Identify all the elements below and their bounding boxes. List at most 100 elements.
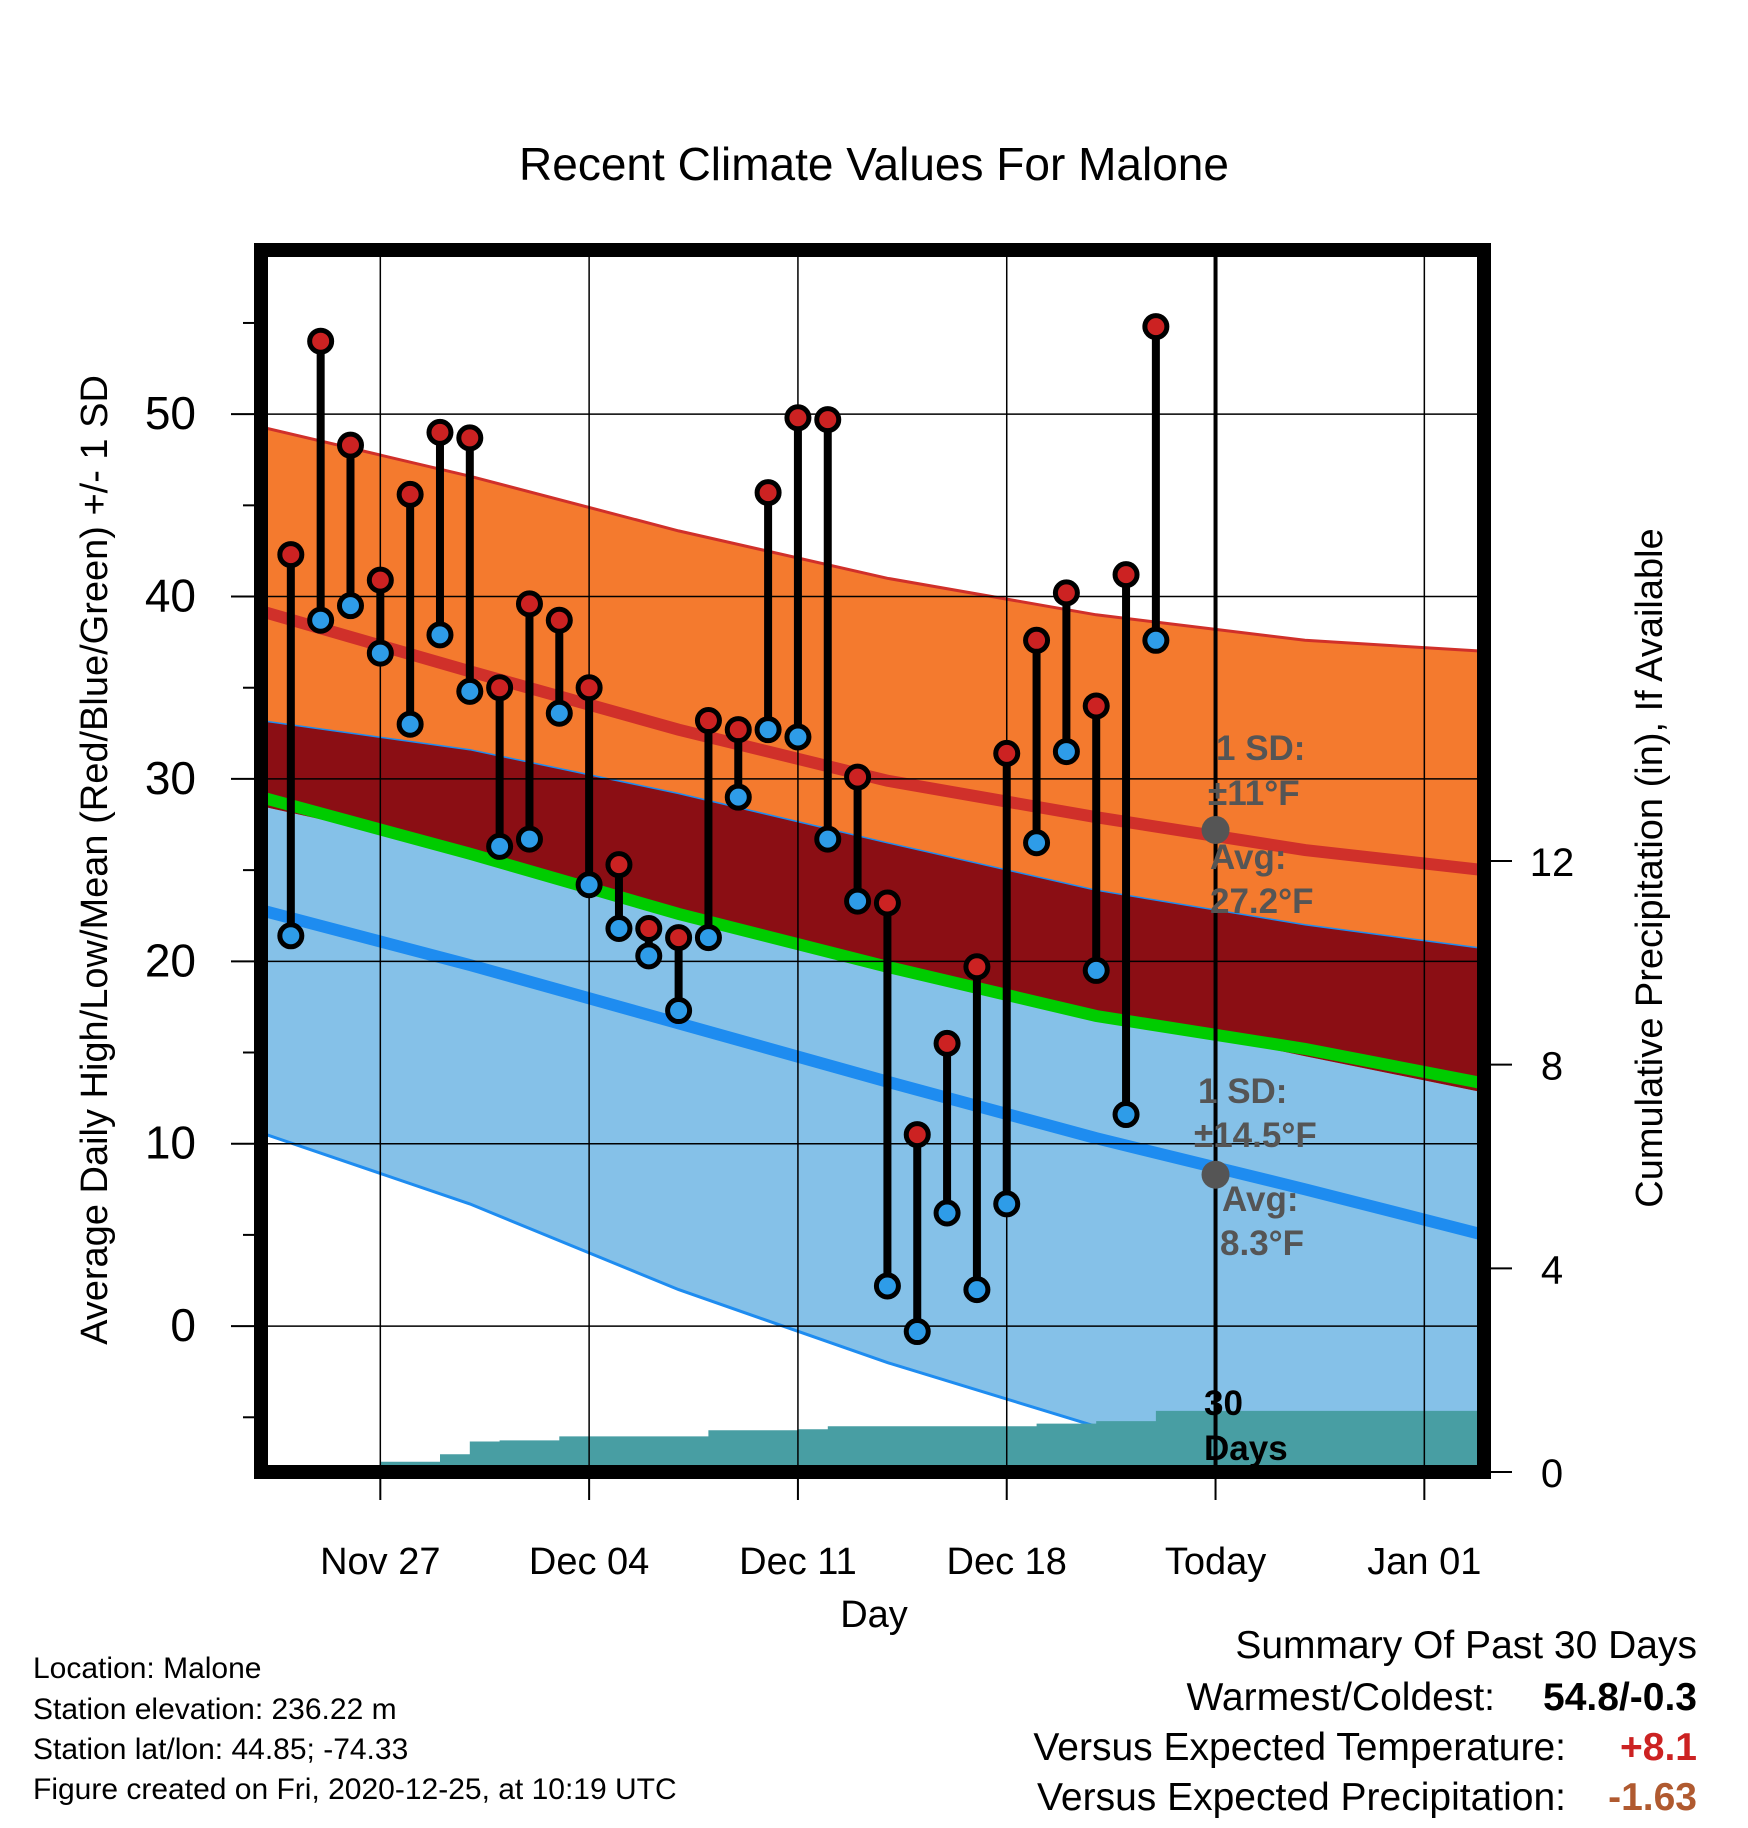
y-tick-label-right: 8 xyxy=(1541,1045,1563,1089)
high-marker xyxy=(1052,579,1080,607)
y-tick-label-left: 20 xyxy=(145,934,196,986)
low-marker xyxy=(1082,956,1110,984)
y-tick-label-left: 10 xyxy=(145,1117,196,1169)
summary-heading: Summary Of Past 30 Days xyxy=(1235,1624,1697,1667)
station-latlon: Station lat/lon: 44.85; -74.33 xyxy=(33,1733,408,1766)
station-info: Location: Malone Station elevation: 236.… xyxy=(33,1652,677,1806)
high-marker xyxy=(933,1029,961,1057)
mean-band xyxy=(261,720,1484,1093)
high-marker xyxy=(426,418,454,446)
y-axis-label-left: Average Daily High/Low/Mean (Red/Blue/Gr… xyxy=(74,375,116,1345)
low-marker xyxy=(814,825,842,853)
y-tick-label-left: 0 xyxy=(170,1299,196,1351)
y-tick-label-right: 12 xyxy=(1530,841,1575,885)
high-marker xyxy=(754,479,782,507)
high-marker xyxy=(963,953,991,981)
plot-frame xyxy=(254,243,1491,1479)
low-marker xyxy=(724,783,752,811)
low-sd-value: ±14.5°F xyxy=(1194,1116,1317,1155)
high-marker xyxy=(307,327,335,355)
axes: Nov 27 Dec 04 Dec 11 Dec 18 Today Jan 01 0 10 20… xyxy=(145,321,1575,1583)
low-marker xyxy=(635,942,663,970)
high-marker xyxy=(665,924,693,952)
x-axis-label: Day xyxy=(840,1594,908,1636)
low-marker xyxy=(754,716,782,744)
high-marker xyxy=(1023,626,1051,654)
warmest-coldest-label: Warmest/Coldest: xyxy=(1187,1676,1495,1719)
y-axis-label-right: Cumulative Precipitation (in), If Availa… xyxy=(1629,528,1671,1207)
low-marker xyxy=(575,871,603,899)
low-sd-label: 1 SD: xyxy=(1198,1072,1287,1111)
temp-anomaly-value: +8.1 xyxy=(1620,1726,1697,1769)
high-marker xyxy=(635,914,663,942)
high-marker xyxy=(515,590,543,618)
low-marker xyxy=(1023,829,1051,857)
high-avg-label: Avg: xyxy=(1210,838,1286,877)
high-marker xyxy=(277,541,305,569)
low-marker xyxy=(515,825,543,853)
avg-low-today-marker xyxy=(1201,1160,1230,1189)
low-marker xyxy=(307,606,335,634)
y-tick-label-left: 30 xyxy=(145,752,196,804)
high-marker xyxy=(814,406,842,434)
high-marker xyxy=(396,480,424,508)
low-marker xyxy=(486,832,514,860)
x-tick-label: Today xyxy=(1165,1541,1266,1583)
low-sd-band xyxy=(261,806,1484,1472)
x-tick-label: Nov 27 xyxy=(320,1541,440,1583)
low-marker xyxy=(605,914,633,942)
low-marker xyxy=(1142,626,1170,654)
y-tick-label-left: 40 xyxy=(145,570,196,622)
station-location: Location: Malone xyxy=(33,1652,262,1685)
low-marker xyxy=(396,710,424,738)
x-tick-label: Dec 11 xyxy=(739,1541,857,1583)
low-marker xyxy=(456,677,484,705)
low-marker xyxy=(844,887,872,915)
observations xyxy=(277,313,1170,1346)
plot-area xyxy=(261,425,1484,1472)
high-marker xyxy=(1142,313,1170,341)
high-marker xyxy=(1112,561,1140,589)
x-tick-label: Dec 04 xyxy=(529,1541,649,1583)
low-marker xyxy=(873,1272,901,1300)
y-tick-label-right: 0 xyxy=(1541,1452,1563,1496)
low-marker xyxy=(963,1276,991,1304)
precip-anomaly-label: Versus Expected Precipitation: xyxy=(1037,1776,1566,1819)
high-marker xyxy=(993,739,1021,767)
y-tick-label-left: 50 xyxy=(145,387,196,439)
low-marker xyxy=(1112,1101,1140,1129)
low-marker xyxy=(277,922,305,950)
low-marker xyxy=(545,699,573,727)
avg-high-today-marker xyxy=(1201,815,1230,844)
precip-anomaly-value: -1.63 xyxy=(1608,1776,1697,1819)
low-marker xyxy=(665,997,693,1025)
high-sd-label: 1 SD: xyxy=(1216,729,1305,768)
days-label-word: Days xyxy=(1204,1429,1288,1468)
low-marker xyxy=(366,639,394,667)
temp-anomaly-label: Versus Expected Temperature: xyxy=(1033,1726,1566,1769)
low-marker xyxy=(784,723,812,751)
high-marker xyxy=(486,674,514,702)
high-marker xyxy=(575,674,603,702)
low-avg-label: Avg: xyxy=(1222,1180,1298,1219)
high-marker xyxy=(366,566,394,594)
low-marker xyxy=(1052,738,1080,766)
high-marker xyxy=(336,431,364,459)
high-marker xyxy=(456,424,484,452)
high-avg-value: 27.2°F xyxy=(1210,882,1314,921)
low-sd-lower-edge xyxy=(261,1131,1320,1472)
low-avg-value: 8.3°F xyxy=(1220,1224,1304,1263)
high-marker xyxy=(903,1121,931,1149)
x-tick-label: Dec 18 xyxy=(947,1541,1067,1583)
high-marker xyxy=(545,606,573,634)
x-tick-label: Jan 01 xyxy=(1367,1541,1481,1583)
low-marker xyxy=(426,621,454,649)
low-marker xyxy=(903,1318,931,1346)
high-marker xyxy=(694,707,722,735)
high-sd-value: ±11°F xyxy=(1208,774,1300,813)
precip-area xyxy=(290,1410,1484,1472)
y-tick-label-right: 4 xyxy=(1541,1248,1563,1292)
chart-title: Recent Climate Values For Malone xyxy=(519,138,1229,190)
station-elevation: Station elevation: 236.22 m xyxy=(33,1693,397,1726)
